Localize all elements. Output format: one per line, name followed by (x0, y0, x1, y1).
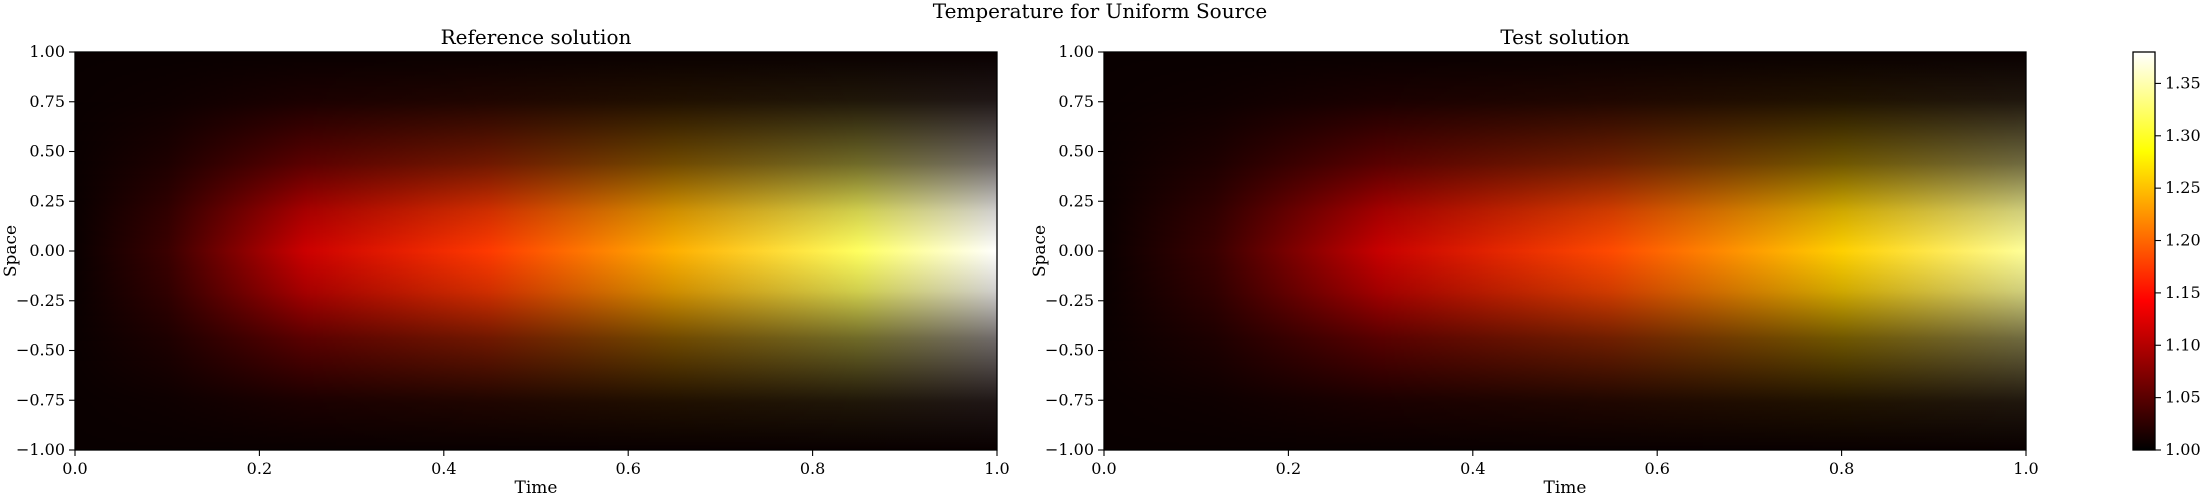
y-tick-label: −0.50 (16, 341, 65, 360)
colorbar-tick-label: 1.10 (2165, 335, 2200, 354)
y-tick-label: 0.00 (29, 241, 65, 260)
y-tick-label: −0.75 (1045, 390, 1094, 409)
y-axis-label-test: Space (1030, 225, 1050, 277)
y-tick-label: 0.75 (1058, 92, 1094, 111)
y-tick-label: 0.00 (1058, 241, 1094, 260)
colorbar-gradient (2133, 52, 2155, 450)
colorbar-tick-label: 1.20 (2165, 231, 2200, 250)
y-axis-test: 1.00 0.75 0.50 0.25 0.00 −0.25 −0.50 −0.75 −1.00 (1045, 42, 1104, 459)
x-axis-label-reference: Time (515, 478, 558, 498)
colorbar-tick-label: 1.30 (2165, 126, 2200, 145)
colorbar-tick-label: 1.25 (2165, 178, 2200, 197)
x-tick-label: 0.0 (62, 459, 87, 478)
x-tick-label: 0.8 (800, 459, 825, 478)
panel-reference: Reference solution 1.00 0.75 0.50 0.25 0.00 −… (1, 25, 1010, 498)
colorbar-tick-label: 1.35 (2165, 73, 2200, 92)
x-axis-reference: 0.0 0.2 0.4 0.6 0.8 1.0 (62, 450, 1010, 478)
heatmap-field-reference (75, 52, 997, 450)
y-axis-reference: 1.00 0.75 0.50 0.25 0.00 −0.25 −0.50 −0.75 −1.00 (16, 42, 75, 459)
colorbar: 1.00 1.05 1.10 1.15 1.20 1.25 1.30 1.35 (2132, 51, 2200, 459)
y-tick-label: 1.00 (29, 42, 65, 61)
colorbar-tick-label: 1.15 (2165, 283, 2200, 302)
y-axis-label-reference: Space (1, 225, 21, 277)
x-axis-test: 0.0 0.2 0.4 0.6 0.8 1.0 (1091, 450, 2039, 478)
colorbar-tick-label: 1.00 (2165, 440, 2200, 459)
colorbar-axis: 1.00 1.05 1.10 1.15 1.20 1.25 1.30 1.35 (2155, 73, 2200, 459)
y-tick-label: −0.25 (1045, 291, 1094, 310)
x-tick-label: 0.6 (615, 459, 640, 478)
panel-title-reference: Reference solution (441, 25, 632, 49)
y-tick-label: −0.50 (1045, 341, 1094, 360)
y-tick-label: 0.75 (29, 92, 65, 111)
colorbar-tick-label: 1.05 (2165, 388, 2200, 407)
x-tick-label: 0.4 (1460, 459, 1485, 478)
x-tick-label: 0.2 (247, 459, 272, 478)
x-tick-label: 0.4 (431, 459, 456, 478)
heatmap-field-test (1104, 52, 2026, 450)
x-tick-label: 0.2 (1276, 459, 1301, 478)
panel-title-test: Test solution (1500, 25, 1629, 49)
x-tick-label: 1.0 (984, 459, 1009, 478)
y-tick-label: 0.50 (1058, 142, 1094, 161)
figure-title: Temperature for Uniform Source (933, 0, 1267, 23)
x-tick-label: 0.8 (1829, 459, 1854, 478)
x-tick-label: 0.0 (1091, 459, 1116, 478)
y-tick-label: −1.00 (1045, 440, 1094, 459)
y-tick-label: −1.00 (16, 440, 65, 459)
colorbar-frame (2132, 51, 2156, 451)
y-tick-label: 0.25 (1058, 191, 1094, 210)
y-tick-label: 0.25 (29, 191, 65, 210)
y-tick-label: 0.50 (29, 142, 65, 161)
x-tick-label: 0.6 (1644, 459, 1669, 478)
panel-test: Test solution 1.00 0.75 0.50 0.25 0.00 −0.25 −… (1030, 25, 2039, 498)
y-tick-label: −0.75 (16, 390, 65, 409)
y-tick-label: 1.00 (1058, 42, 1094, 61)
x-axis-label-test: Time (1544, 478, 1587, 498)
y-tick-label: −0.25 (16, 291, 65, 310)
x-tick-label: 1.0 (2013, 459, 2038, 478)
